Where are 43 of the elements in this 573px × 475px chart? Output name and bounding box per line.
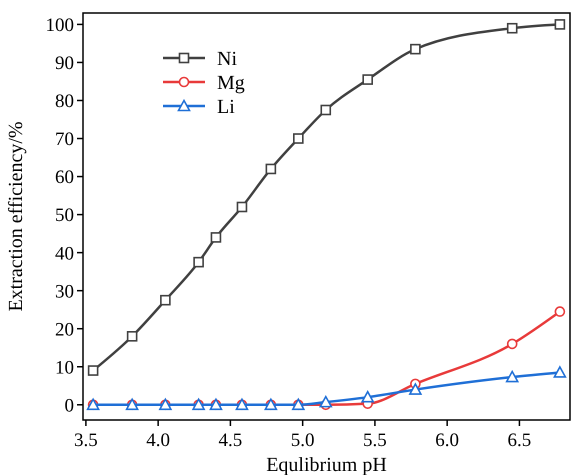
- y-tick-label: 80: [55, 91, 74, 112]
- x-tick-label: 5.0: [290, 430, 315, 451]
- point: [210, 232, 222, 243]
- point: [554, 19, 566, 30]
- x-axis-title: Equlibrium pH: [266, 454, 387, 475]
- point: [361, 390, 374, 402]
- x-tick-label: 4.0: [146, 430, 170, 451]
- x-tick-label: 5.5: [363, 430, 387, 451]
- point: [320, 104, 332, 116]
- y-tick-label: 20: [55, 319, 74, 340]
- point: [88, 365, 98, 376]
- point: [293, 133, 304, 144]
- point: [506, 22, 518, 34]
- x-tick-label: 3.5: [74, 430, 98, 451]
- x-tick-label: 4.5: [218, 430, 242, 451]
- point: [266, 164, 276, 174]
- point: [236, 202, 248, 212]
- point: [506, 338, 518, 350]
- legend-label: Mg: [217, 72, 245, 94]
- y-tick-label: 10: [55, 357, 74, 378]
- point: [554, 366, 566, 378]
- y-tick-label: 60: [55, 167, 74, 188]
- point: [126, 331, 138, 342]
- legend-label: Ni: [217, 48, 238, 70]
- point: [506, 370, 518, 382]
- legend-label: Li: [217, 96, 236, 118]
- y-tick-label: 40: [55, 243, 74, 264]
- x-tick-label: 6.5: [508, 430, 532, 451]
- point: [362, 74, 373, 85]
- y-tick-label: 30: [55, 281, 74, 302]
- point: [410, 44, 421, 54]
- point: [319, 396, 332, 408]
- y-tick-label: 90: [55, 53, 74, 74]
- x-tick-label: 6.0: [435, 430, 460, 451]
- point: [409, 383, 422, 395]
- point: [554, 306, 566, 317]
- y-tick-label: 0: [64, 395, 74, 416]
- y-tick-label: 100: [46, 15, 74, 36]
- point: [160, 294, 171, 306]
- y-tick-label: 50: [55, 205, 74, 226]
- y-axis-title: Extraction efficiency/%: [5, 121, 27, 312]
- point: [193, 256, 204, 268]
- y-tick-label: 70: [55, 129, 74, 150]
